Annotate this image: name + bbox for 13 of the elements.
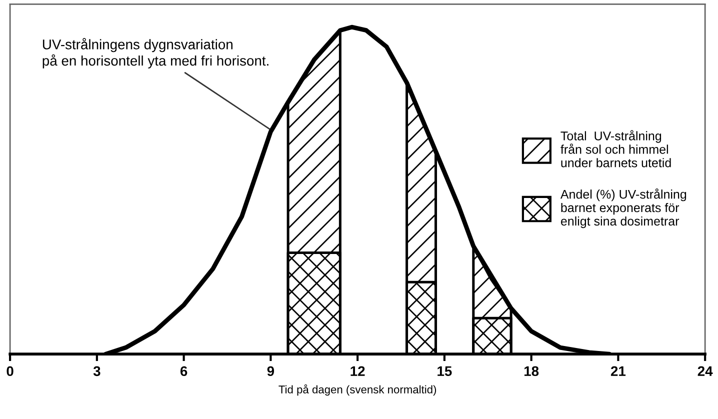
x-tick-label: 3 [93, 366, 100, 376]
x-tick-label: 15 [438, 366, 452, 376]
x-tick-label: 9 [267, 366, 274, 376]
x-tick-label: 18 [524, 366, 539, 376]
annotation: UV-strålningens dygnsvariation på en horisontell yta med fri horisont. [42, 38, 268, 68]
x-tick-label: 0 [6, 366, 14, 376]
x-tick-label: 6 [180, 366, 188, 376]
x-tick-label: 24 [698, 366, 713, 376]
x-axis-title: Tid på dagen (svensk normaltid) [278, 384, 436, 396]
x-tick-label: 12 [350, 366, 365, 376]
legend-label: Andel (%) UV-strålning barnet exponerats för enligt sina dosimetrar [560, 188, 686, 228]
x-tick-label: 21 [610, 366, 626, 376]
legend-label: Total UV-strålning från sol och himmel under barnets utetid [560, 130, 671, 168]
